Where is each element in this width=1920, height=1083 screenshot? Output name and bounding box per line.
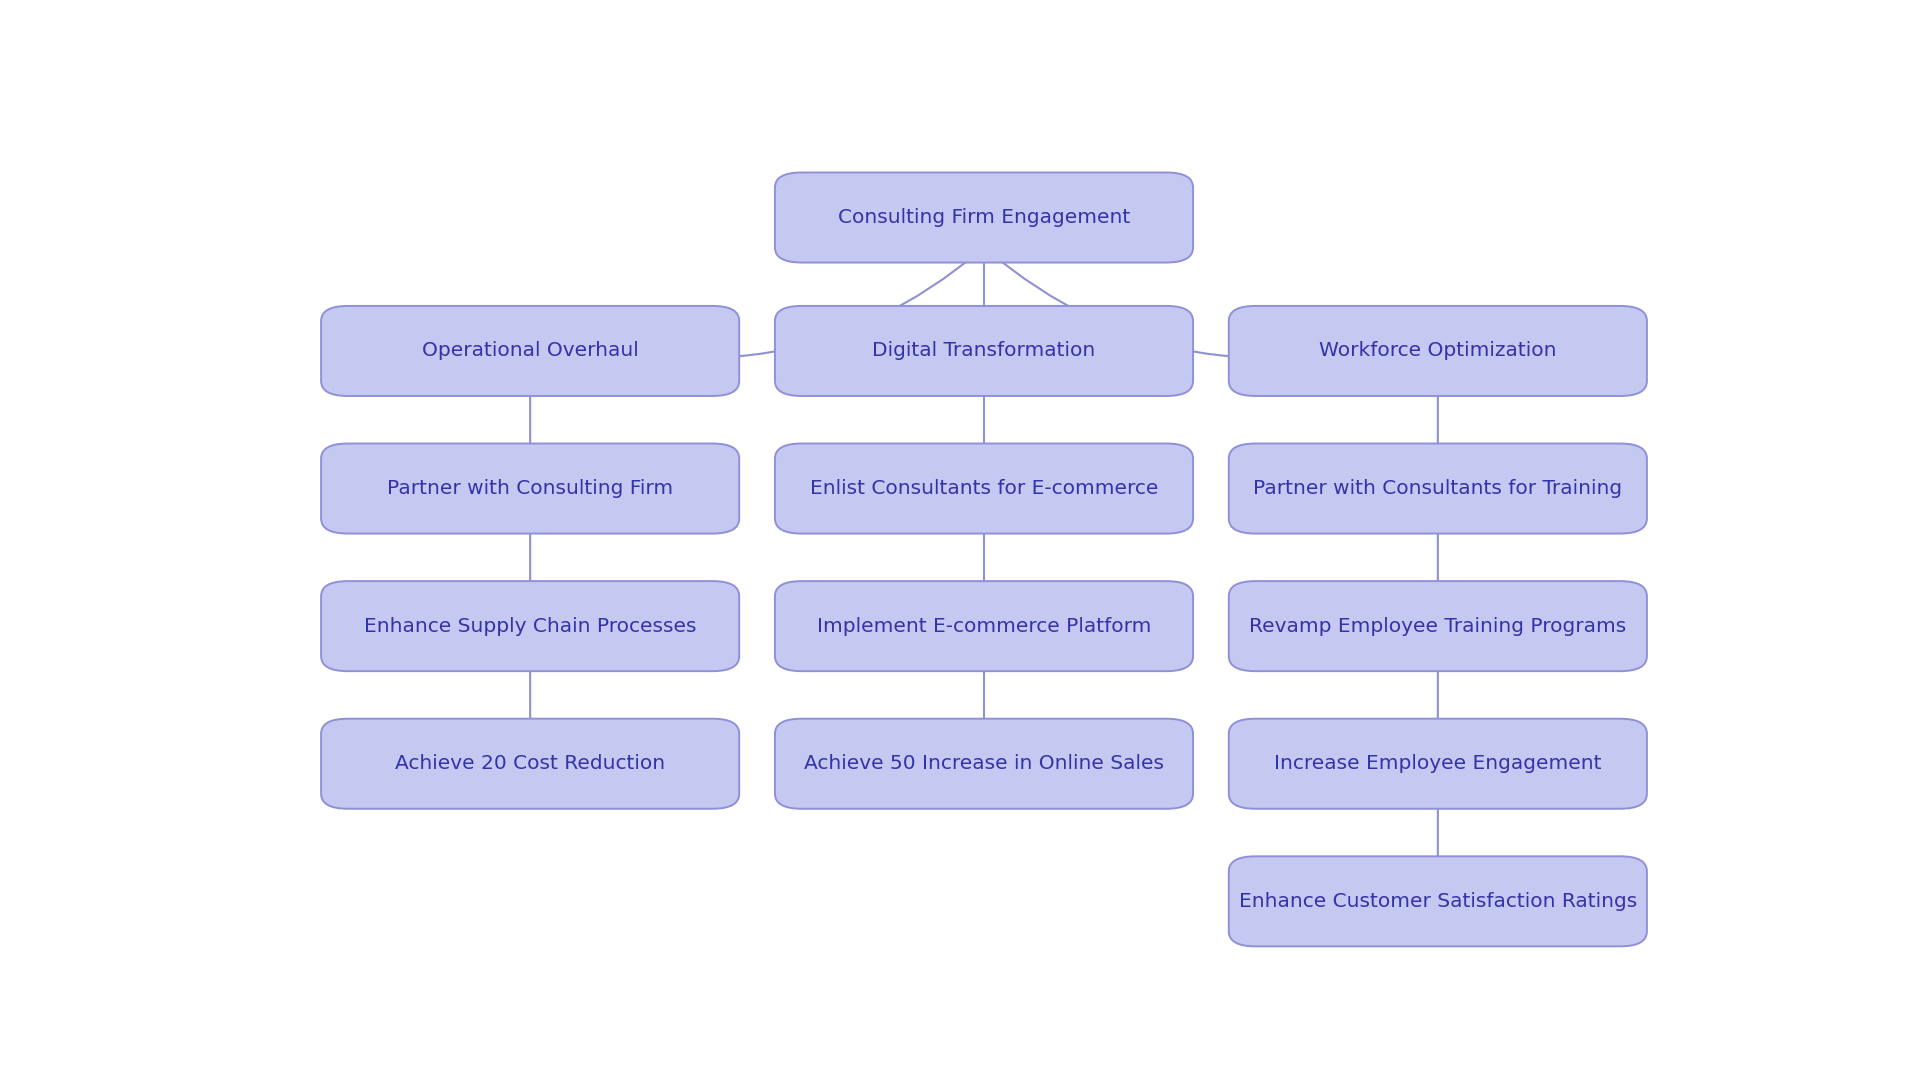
Text: Consulting Firm Engagement: Consulting Firm Engagement	[837, 208, 1131, 227]
FancyBboxPatch shape	[321, 444, 739, 534]
FancyBboxPatch shape	[1229, 857, 1647, 947]
Text: Workforce Optimization: Workforce Optimization	[1319, 341, 1557, 361]
Text: Enhance Supply Chain Processes: Enhance Supply Chain Processes	[365, 616, 697, 636]
Text: Achieve 50 Increase in Online Sales: Achieve 50 Increase in Online Sales	[804, 754, 1164, 773]
FancyBboxPatch shape	[1229, 582, 1647, 671]
Text: Partner with Consulting Firm: Partner with Consulting Firm	[388, 479, 674, 498]
FancyBboxPatch shape	[776, 444, 1192, 534]
Text: Achieve 20 Cost Reduction: Achieve 20 Cost Reduction	[396, 754, 664, 773]
Text: Operational Overhaul: Operational Overhaul	[422, 341, 639, 361]
Text: Enlist Consultants for E-commerce: Enlist Consultants for E-commerce	[810, 479, 1158, 498]
FancyBboxPatch shape	[1229, 305, 1647, 396]
FancyBboxPatch shape	[776, 719, 1192, 809]
Text: Digital Transformation: Digital Transformation	[872, 341, 1096, 361]
FancyBboxPatch shape	[776, 172, 1192, 262]
Text: Increase Employee Engagement: Increase Employee Engagement	[1275, 754, 1601, 773]
Text: Enhance Customer Satisfaction Ratings: Enhance Customer Satisfaction Ratings	[1238, 891, 1638, 911]
FancyBboxPatch shape	[321, 582, 739, 671]
FancyBboxPatch shape	[776, 305, 1192, 396]
FancyBboxPatch shape	[776, 582, 1192, 671]
FancyBboxPatch shape	[321, 305, 739, 396]
FancyBboxPatch shape	[1229, 719, 1647, 809]
FancyBboxPatch shape	[321, 719, 739, 809]
FancyBboxPatch shape	[1229, 444, 1647, 534]
Text: Revamp Employee Training Programs: Revamp Employee Training Programs	[1250, 616, 1626, 636]
Text: Implement E-commerce Platform: Implement E-commerce Platform	[816, 616, 1152, 636]
Text: Partner with Consultants for Training: Partner with Consultants for Training	[1254, 479, 1622, 498]
